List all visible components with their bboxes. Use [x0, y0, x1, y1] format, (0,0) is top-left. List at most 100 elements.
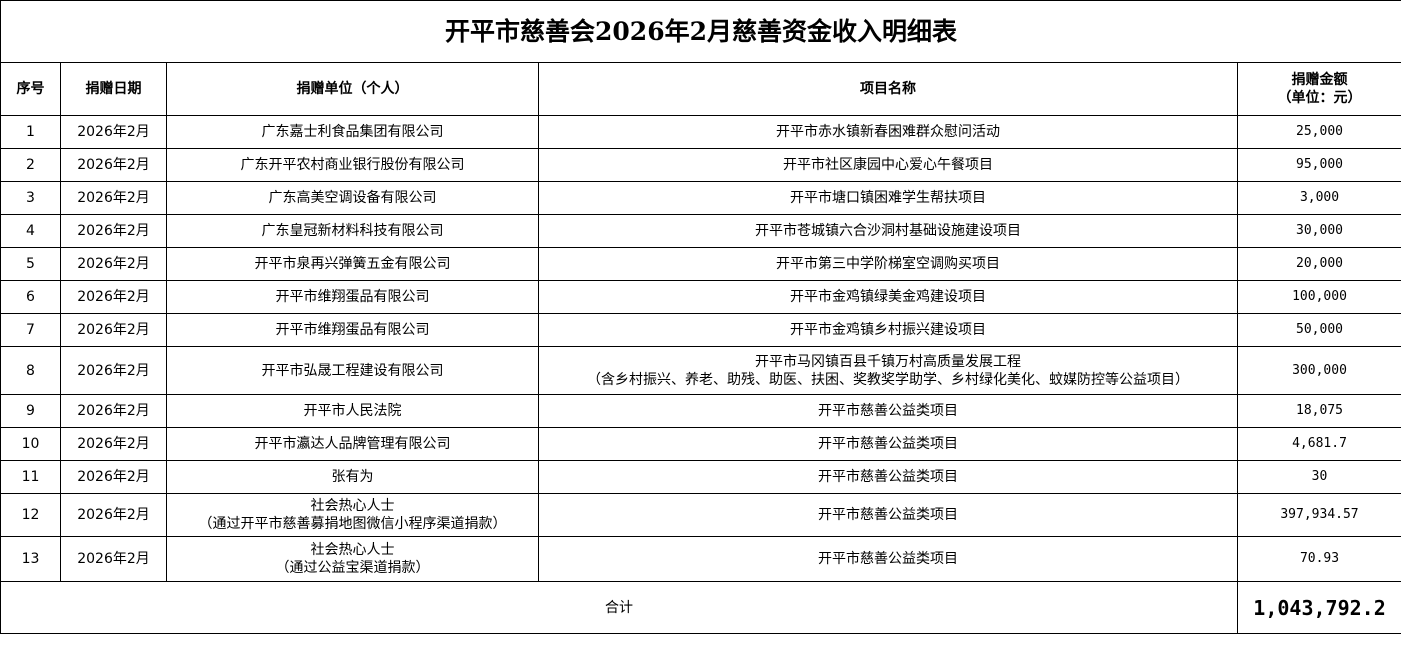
- table-row: 5 2026年2月 开平市泉再兴弹簧五金有限公司 开平市第三中学阶梯室空调购买项目 20…: [0, 247, 1401, 281]
- row-number: 10: [0, 427, 61, 461]
- donation-date: 2026年2月: [60, 214, 167, 248]
- project-name: 开平市马冈镇百县千镇万村高质量发展工程 （含乡村振兴、养老、助残、助医、扶困、奖教…: [538, 346, 1238, 395]
- header-amount: 捐赠金额 （单位：元）: [1236, 62, 1401, 116]
- donor-line: 广东高美空调设备有限公司: [268, 190, 437, 206]
- row-number: 4: [0, 214, 61, 248]
- donor-name: 开平市弘晟工程建设有限公司: [166, 346, 539, 395]
- donor-line: 社会热心人士: [310, 542, 395, 558]
- donor-line: 开平市维翔蛋品有限公司: [275, 289, 430, 305]
- donation-amount: 25,000: [1236, 115, 1401, 149]
- project-name: 开平市慈善公益类项目: [538, 460, 1238, 494]
- project-name: 开平市慈善公益类项目: [538, 427, 1238, 461]
- donor-line: 社会热心人士: [310, 498, 395, 514]
- row-number: 2: [0, 148, 61, 182]
- table-row: 10 2026年2月 开平市瀛达人品牌管理有限公司 开平市慈善公益类项目 4,681.7: [0, 427, 1401, 461]
- project-line: 开平市马冈镇百县千镇万村高质量发展工程: [755, 353, 1021, 370]
- project-line: 开平市塘口镇困难学生帮扶项目: [790, 190, 986, 206]
- donation-amount: 50,000: [1236, 313, 1401, 347]
- table-row: 12 2026年2月 社会热心人士 （通过开平市慈善募捐地图微信小程序渠道捐款） 开平市…: [0, 493, 1401, 537]
- project-line: 开平市慈善公益类项目: [818, 551, 958, 567]
- table-row: 3 2026年2月 广东高美空调设备有限公司 开平市塘口镇困难学生帮扶项目 3,000: [0, 181, 1401, 215]
- donor-name: 广东高美空调设备有限公司: [166, 181, 539, 215]
- row-number: 5: [0, 247, 61, 281]
- table-row: 4 2026年2月 广东皇冠新材料科技有限公司 开平市苍城镇六合沙洞村基础设施建设项目…: [0, 214, 1401, 248]
- donation-date: 2026年2月: [60, 536, 167, 582]
- project-line: 开平市慈善公益类项目: [818, 469, 958, 485]
- donor-name: 开平市维翔蛋品有限公司: [166, 280, 539, 314]
- project-line: 开平市慈善公益类项目: [818, 403, 958, 419]
- donation-amount: 95,000: [1236, 148, 1401, 182]
- donation-date: 2026年2月: [60, 280, 167, 314]
- table-row: 1 2026年2月 广东嘉士利食品集团有限公司 开平市赤水镇新春困难群众慰问活动 25,…: [0, 115, 1401, 149]
- page-title: 开平市慈善会2026年2月慈善资金收入明细表: [0, 0, 1401, 63]
- donor-line: 广东嘉士利食品集团有限公司: [261, 124, 444, 140]
- donor-line: （通过公益宝渠道捐款）: [275, 560, 430, 576]
- donor-line: （通过开平市慈善募捐地图微信小程序渠道捐款）: [198, 516, 507, 532]
- row-number: 1: [0, 115, 61, 149]
- project-name: 开平市慈善公益类项目: [538, 536, 1238, 582]
- project-line: （含乡村振兴、养老、助残、助医、扶困、奖教奖学助学、乡村绿化美化、蚊媒防控等公益…: [587, 371, 1189, 388]
- donor-line: 开平市弘晟工程建设有限公司: [261, 362, 444, 379]
- project-name: 开平市社区康园中心爱心午餐项目: [538, 148, 1238, 182]
- header-date: 捐赠日期: [60, 62, 167, 116]
- donation-amount: 30,000: [1236, 214, 1401, 248]
- donation-amount: 70.93: [1236, 536, 1401, 582]
- row-number: 9: [0, 394, 61, 428]
- donation-date: 2026年2月: [60, 181, 167, 215]
- row-number: 13: [0, 536, 61, 582]
- header-project: 项目名称: [538, 62, 1238, 116]
- project-line: 开平市苍城镇六合沙洞村基础设施建设项目: [755, 223, 1021, 239]
- donation-table: 开平市慈善会2026年2月慈善资金收入明细表 序号 捐赠日期 捐赠单位（个人） …: [0, 0, 1401, 634]
- donation-date: 2026年2月: [60, 247, 167, 281]
- donor-line: 开平市人民法院: [303, 403, 402, 419]
- project-line: 开平市慈善公益类项目: [818, 507, 958, 523]
- project-line: 开平市慈善公益类项目: [818, 436, 958, 452]
- project-name: 开平市慈善公益类项目: [538, 493, 1238, 537]
- header-amount-unit: （单位：元）: [1277, 90, 1362, 106]
- donor-name: 开平市泉再兴弹簧五金有限公司: [166, 247, 539, 281]
- row-number: 6: [0, 280, 61, 314]
- donation-date: 2026年2月: [60, 493, 167, 537]
- project-line: 开平市赤水镇新春困难群众慰问活动: [776, 124, 1000, 140]
- donation-amount: 18,075: [1236, 394, 1401, 428]
- header-no: 序号: [0, 62, 61, 116]
- donation-amount: 3,000: [1236, 181, 1401, 215]
- project-name: 开平市金鸡镇绿美金鸡建设项目: [538, 280, 1238, 314]
- project-name: 开平市赤水镇新春困难群众慰问活动: [538, 115, 1238, 149]
- total-label: 合计: [0, 581, 1238, 634]
- donor-name: 广东嘉士利食品集团有限公司: [166, 115, 539, 149]
- donor-name: 开平市人民法院: [166, 394, 539, 428]
- table-row: 2 2026年2月 广东开平农村商业银行股份有限公司 开平市社区康园中心爱心午餐项目 9…: [0, 148, 1401, 182]
- donor-line: 广东皇冠新材料科技有限公司: [261, 223, 444, 239]
- donation-date: 2026年2月: [60, 313, 167, 347]
- project-line: 开平市金鸡镇乡村振兴建设项目: [790, 322, 986, 338]
- table-row: 8 2026年2月 开平市弘晟工程建设有限公司 开平市马冈镇百县千镇万村高质量发展工程…: [0, 346, 1401, 395]
- donation-date: 2026年2月: [60, 394, 167, 428]
- donation-date: 2026年2月: [60, 148, 167, 182]
- project-line: 开平市金鸡镇绿美金鸡建设项目: [790, 289, 986, 305]
- table-row: 11 2026年2月 张有为 开平市慈善公益类项目 30: [0, 460, 1401, 494]
- donor-name: 社会热心人士 （通过公益宝渠道捐款）: [166, 536, 539, 582]
- donor-name: 开平市瀛达人品牌管理有限公司: [166, 427, 539, 461]
- row-number: 3: [0, 181, 61, 215]
- donation-amount: 300,000: [1236, 346, 1401, 395]
- table-row: 9 2026年2月 开平市人民法院 开平市慈善公益类项目 18,075: [0, 394, 1401, 428]
- header-row: 序号 捐赠日期 捐赠单位（个人） 项目名称 捐赠金额 （单位：元）: [0, 62, 1401, 116]
- header-donor: 捐赠单位（个人）: [166, 62, 539, 116]
- project-name: 开平市塘口镇困难学生帮扶项目: [538, 181, 1238, 215]
- donor-line: 张有为: [331, 469, 374, 485]
- total-row: 合计 1,043,792.2: [0, 581, 1401, 634]
- donation-date: 2026年2月: [60, 460, 167, 494]
- total-amount: 1,043,792.2: [1236, 581, 1401, 634]
- donation-date: 2026年2月: [60, 427, 167, 461]
- donation-date: 2026年2月: [60, 346, 167, 395]
- donor-line: 开平市维翔蛋品有限公司: [275, 322, 430, 338]
- row-number: 7: [0, 313, 61, 347]
- donation-date: 2026年2月: [60, 115, 167, 149]
- donor-name: 张有为: [166, 460, 539, 494]
- donation-amount: 30: [1236, 460, 1401, 494]
- row-number: 11: [0, 460, 61, 494]
- project-name: 开平市金鸡镇乡村振兴建设项目: [538, 313, 1238, 347]
- donor-line: 开平市泉再兴弹簧五金有限公司: [254, 256, 451, 272]
- table-row: 13 2026年2月 社会热心人士 （通过公益宝渠道捐款） 开平市慈善公益类项目 70.9…: [0, 536, 1401, 582]
